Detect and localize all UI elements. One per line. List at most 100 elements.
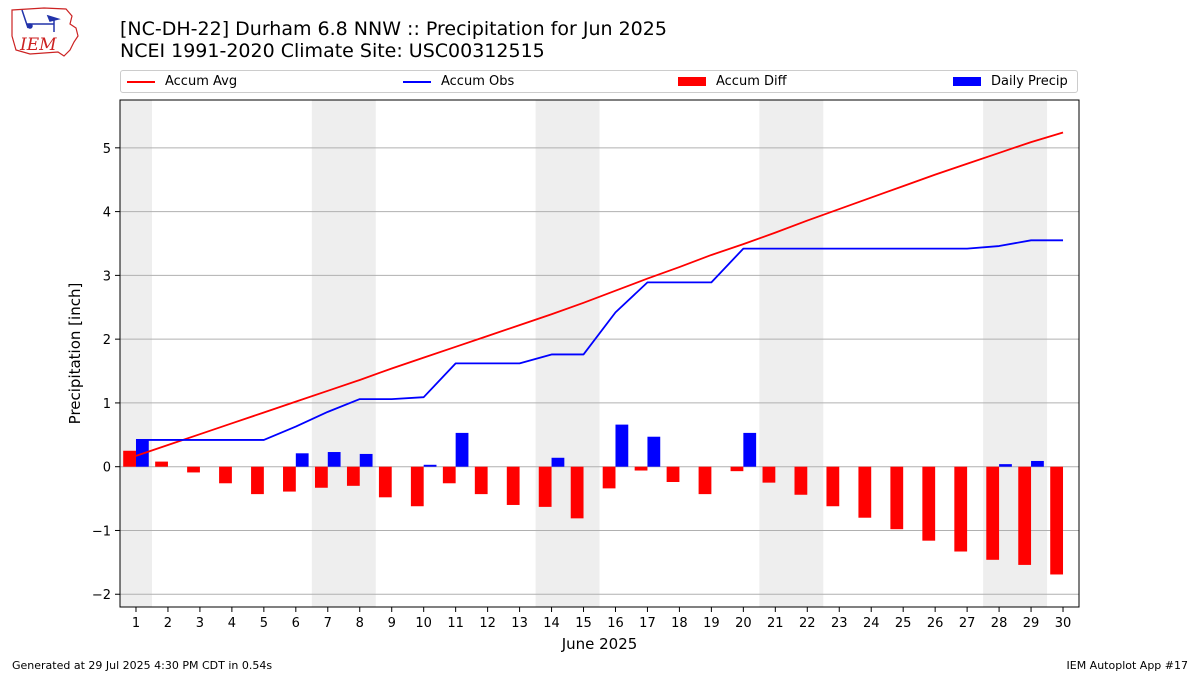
chart-subtitle: NCEI 1991-2020 Climate Site: USC00312515: [120, 40, 545, 62]
legend-label: Accum Obs: [441, 74, 515, 89]
accum-diff-bar: [346, 466, 360, 486]
accum-diff-bar: [378, 466, 392, 498]
x-tick-label: 16: [607, 616, 624, 631]
accum-diff-bar: [538, 466, 552, 507]
x-tick-label: 28: [991, 616, 1008, 631]
y-tick-label: −2: [92, 588, 111, 603]
x-tick-label: 5: [260, 616, 268, 631]
legend-label: Daily Precip: [991, 74, 1068, 89]
daily-precip-bar: [327, 452, 341, 467]
x-tick-label: 12: [479, 616, 496, 631]
x-tick-label: 24: [863, 616, 880, 631]
daily-precip-bar: [423, 464, 437, 467]
accum-diff-bar: [442, 466, 456, 484]
x-tick-label: 13: [511, 616, 528, 631]
accum-diff-bar: [730, 466, 744, 472]
x-tick-label: 26: [927, 616, 944, 631]
y-tick-label: 2: [103, 333, 111, 348]
accum-diff-bar: [698, 466, 712, 495]
x-tick-label: 18: [671, 616, 688, 631]
x-tick-label: 8: [356, 616, 364, 631]
accum-diff-bar: [634, 466, 648, 471]
accum-diff-bar: [155, 461, 168, 467]
x-tick-label: 30: [1055, 616, 1072, 631]
accum-obs-line: [135, 239, 1064, 441]
logo-text: IEM: [19, 35, 57, 55]
legend-label: Accum Avg: [165, 74, 238, 89]
daily-precip-bar: [551, 457, 565, 467]
x-tick-label: 23: [831, 616, 848, 631]
daily-precip-bar: [455, 432, 469, 467]
accum-diff-bar: [474, 466, 488, 495]
accum-avg-line: [135, 131, 1064, 457]
accum-diff-bar: [794, 466, 808, 495]
x-tick-label: 27: [959, 616, 976, 631]
x-tick-label: 17: [639, 616, 656, 631]
legend-label: Accum Diff: [716, 74, 787, 89]
generated-timestamp: Generated at 29 Jul 2025 4:30 PM CDT in …: [12, 659, 273, 672]
x-tick-label: 25: [895, 616, 912, 631]
chart-title: [NC-DH-22] Durham 6.8 NNW :: Precipitati…: [120, 18, 667, 40]
weekend-shade: [535, 100, 600, 607]
accum-diff-bar: [858, 466, 872, 518]
legend-swatch: [953, 77, 981, 86]
accum-diff-bar: [283, 466, 296, 492]
x-tick-label: 10: [415, 616, 432, 631]
weather-station-icon: [21, 9, 61, 32]
accum-diff-bar: [762, 466, 776, 483]
x-tick-label: 2: [164, 616, 172, 631]
accum-diff-bar: [666, 466, 680, 483]
accum-diff-bar: [826, 466, 840, 507]
accum-diff-bar: [602, 466, 616, 489]
accum-diff-bar: [1050, 466, 1064, 575]
weekend-shade: [311, 100, 376, 607]
daily-precip-bar: [999, 464, 1012, 467]
daily-precip-bar: [359, 453, 373, 467]
x-tick-label: 9: [388, 616, 396, 631]
weekend-shade: [120, 100, 152, 607]
daily-precip-bar: [743, 432, 757, 467]
accum-diff-bar: [251, 466, 264, 495]
x-tick-label: 7: [324, 616, 332, 631]
daily-precip-bar: [615, 424, 629, 467]
x-tick-label: 15: [575, 616, 592, 631]
y-tick-label: −1: [92, 524, 111, 539]
daily-precip-bar: [1031, 460, 1044, 467]
x-tick-label: 14: [543, 616, 560, 631]
plot-frame: [119, 99, 1080, 608]
x-tick-label: 29: [1023, 616, 1040, 631]
y-tick-label: 3: [103, 269, 111, 284]
x-tick-label: 6: [292, 616, 300, 631]
x-tick-label: 22: [799, 616, 816, 631]
legend-swatch: [127, 81, 155, 83]
x-tick-label: 4: [228, 616, 236, 631]
x-tick-label: 19: [703, 616, 720, 631]
y-tick-label: 5: [103, 142, 111, 157]
accum-diff-bar: [314, 466, 328, 488]
accum-diff-bar: [410, 466, 424, 507]
y-tick-label: 4: [103, 206, 111, 221]
accum-diff-bar: [954, 466, 968, 552]
state-outline-shape: [11, 7, 79, 57]
accum-diff-bar: [570, 466, 584, 519]
y-tick-label: 0: [103, 461, 111, 476]
x-axis-label: June 2025: [561, 635, 638, 653]
legend-swatch: [678, 77, 706, 86]
legend-swatch: [403, 81, 431, 83]
accum-diff-bar: [986, 466, 1000, 560]
accum-diff-bar: [890, 466, 904, 530]
x-tick-label: 20: [735, 616, 752, 631]
x-tick-label: 11: [447, 616, 464, 631]
daily-precip-bar: [647, 436, 661, 467]
accum-diff-bar: [123, 450, 136, 467]
iem-logo: IEM: [11, 7, 79, 57]
chart-legend: Accum Avg Accum Obs Accum Diff Daily Precip: [120, 70, 1078, 93]
accum-diff-bar: [187, 466, 200, 473]
daily-precip-bar: [295, 453, 309, 467]
app-credit: IEM Autoplot App #17: [1066, 659, 1189, 672]
x-tick-label: 3: [196, 616, 204, 631]
accum-diff-bar: [1018, 466, 1032, 565]
x-tick-label: 21: [767, 616, 784, 631]
accum-diff-bar: [219, 466, 232, 484]
